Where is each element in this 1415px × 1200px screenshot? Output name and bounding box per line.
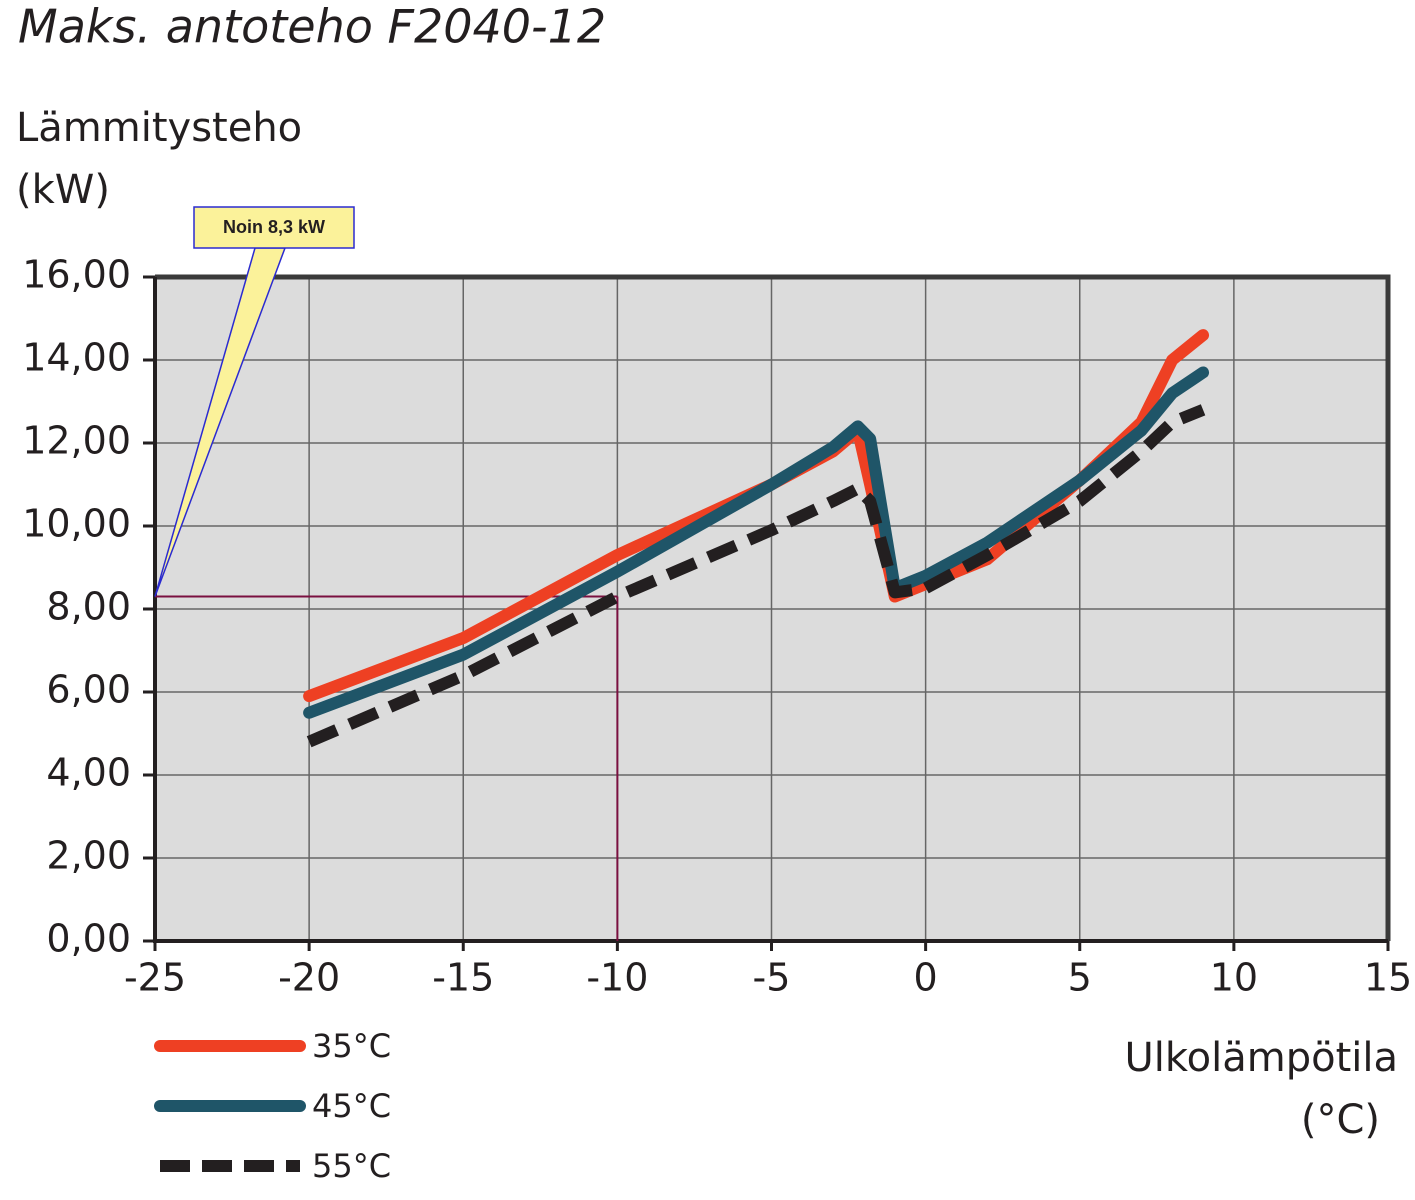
x-axis-label: Ulkolämpötila bbox=[1125, 1035, 1398, 1081]
x-tick-label: 5 bbox=[1068, 956, 1092, 1000]
y-tick-label: 14,00 bbox=[22, 336, 131, 380]
axis-line bbox=[153, 277, 1388, 943]
y-tick-label: 0,00 bbox=[46, 917, 131, 961]
x-tick-label: -5 bbox=[753, 956, 791, 1000]
x-tick-label: -20 bbox=[278, 956, 340, 1000]
legend-label: 55°C bbox=[312, 1147, 391, 1185]
series-line bbox=[306, 404, 1206, 748]
y-tick-label: 12,00 bbox=[22, 419, 131, 463]
x-axis-label: (°C) bbox=[1301, 1097, 1380, 1143]
x-tick-label: -15 bbox=[432, 956, 494, 1000]
y-tick-label: 4,00 bbox=[46, 751, 131, 795]
legend-label: 45°C bbox=[312, 1087, 391, 1125]
plot-border bbox=[155, 274, 1391, 941]
x-tick-label: 0 bbox=[914, 956, 938, 1000]
y-tick-label: 8,00 bbox=[46, 585, 131, 629]
x-tick-label: 15 bbox=[1364, 956, 1412, 1000]
y-tick-label: 6,00 bbox=[46, 668, 131, 712]
x-tick-label: 10 bbox=[1210, 956, 1258, 1000]
x-tick-label: -25 bbox=[124, 956, 186, 1000]
y-axis-label: Lämmitysteho bbox=[16, 105, 302, 151]
callout-text: Noin 8,3 kW bbox=[223, 217, 325, 237]
x-tick-label: -10 bbox=[586, 956, 648, 1000]
y-axis-label: (kW) bbox=[16, 167, 110, 213]
y-tick-label: 10,00 bbox=[22, 502, 131, 546]
chart-title: Maks. antoteho F2040-12 bbox=[18, 0, 606, 54]
series-line bbox=[303, 366, 1210, 719]
legend-label: 35°C bbox=[312, 1027, 391, 1065]
callout-box bbox=[193, 206, 355, 249]
y-tick-label: 16,00 bbox=[22, 253, 131, 297]
y-tick-label: 2,00 bbox=[46, 834, 131, 878]
